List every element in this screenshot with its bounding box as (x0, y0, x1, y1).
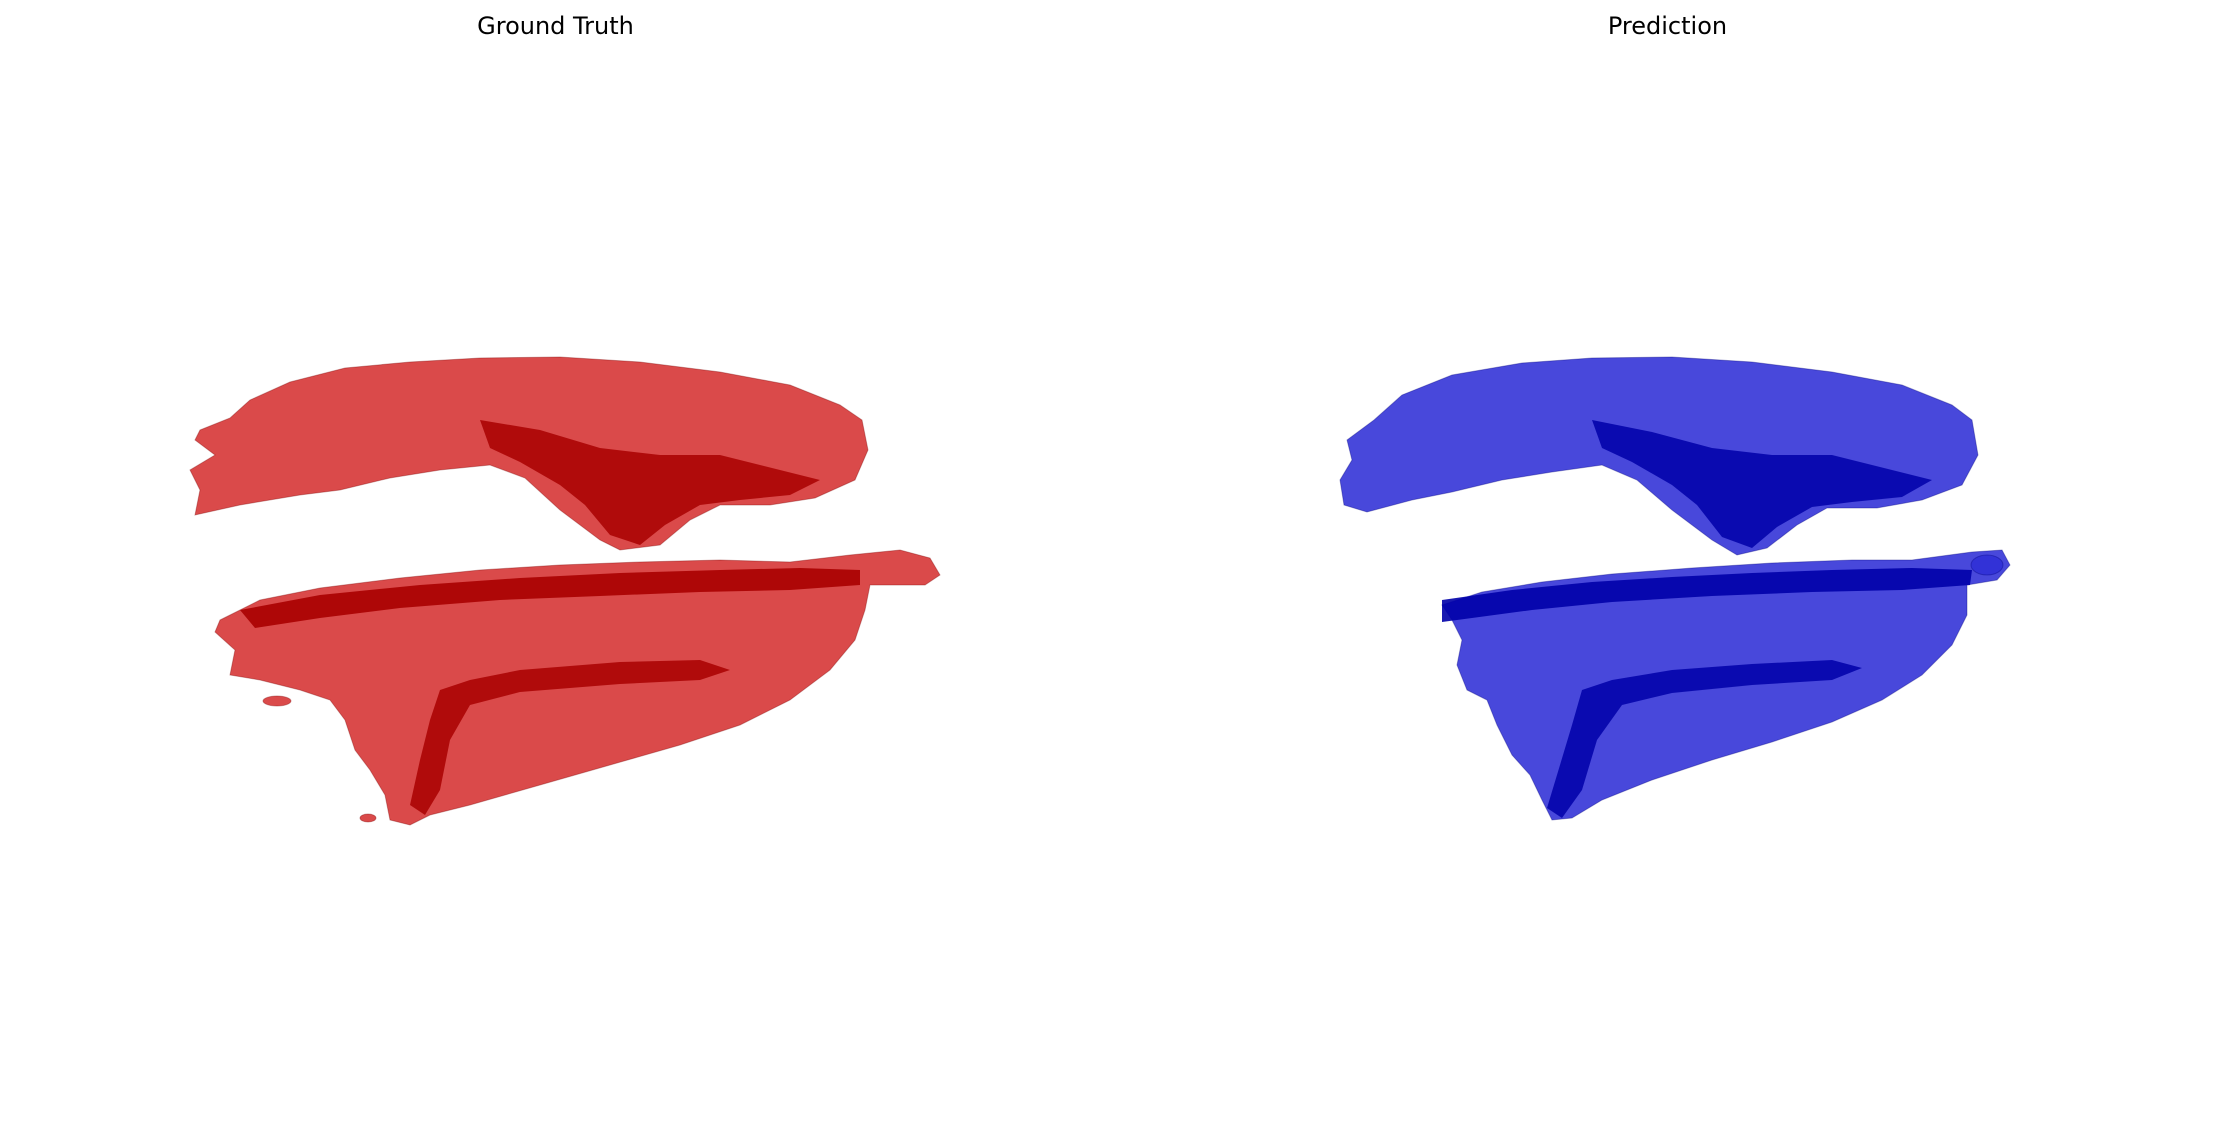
ground-truth-fragment (262, 695, 292, 707)
ground-truth-fragment (359, 813, 377, 823)
prediction-panel: Prediction (1112, 0, 2223, 1141)
prediction-lower-band (1442, 568, 1972, 622)
prediction-fragment (1970, 554, 2004, 576)
ground-truth-lower-band (240, 568, 860, 628)
prediction-title: Prediction (1607, 12, 1728, 40)
prediction-lower-fold (1547, 660, 1862, 818)
ground-truth-lower-fold (410, 660, 730, 815)
ground-truth-lower-lobe (214, 549, 941, 826)
prediction-render (1339, 356, 2011, 821)
ground-truth-render (189, 356, 941, 826)
ground-truth-upper-fold (480, 420, 820, 545)
ground-truth-panel: Ground Truth (0, 0, 1111, 1141)
ground-truth-title: Ground Truth (477, 12, 634, 40)
prediction-upper-fold (1592, 420, 1932, 548)
